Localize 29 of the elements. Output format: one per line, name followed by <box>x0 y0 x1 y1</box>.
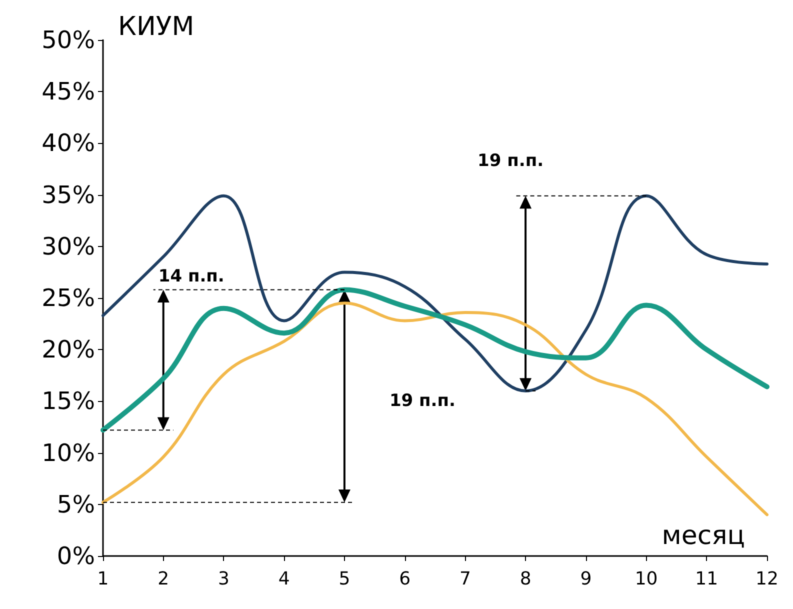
x-tick-label: 7 <box>459 568 471 590</box>
y-axis-title: КИУМ <box>118 12 194 42</box>
y-tick-label: 40% <box>42 129 95 158</box>
y-tick-label: 35% <box>42 180 95 209</box>
annotation: 19 п.п. <box>478 150 544 171</box>
x-tick-label: 5 <box>338 568 350 590</box>
x-tick-label: 9 <box>580 568 592 590</box>
x-tick-label: 12 <box>756 568 778 590</box>
y-tick-label: 15% <box>42 387 95 416</box>
y-tick-label: 0% <box>56 542 95 570</box>
y-tick-label: 5% <box>56 490 95 518</box>
annotation: 14 п.п. <box>158 266 224 287</box>
x-tick-label: 1 <box>97 568 109 590</box>
y-tick-label: 45% <box>42 78 95 106</box>
x-tick-label: 2 <box>158 568 170 590</box>
y-tick-label: 10% <box>42 438 95 467</box>
y-tick-label: 25% <box>42 284 95 312</box>
x-tick-label: 4 <box>278 568 290 590</box>
x-axis-title: месяц <box>662 521 746 551</box>
y-tick-label: 30% <box>42 232 95 260</box>
x-tick-label: 3 <box>218 568 230 590</box>
x-tick-label: 11 <box>695 568 718 590</box>
y-tick-label: 20% <box>42 336 95 364</box>
x-tick-label: 8 <box>520 568 532 590</box>
line-series <box>102 194 768 392</box>
x-tick-label: 6 <box>399 568 411 590</box>
x-tick-label: 10 <box>634 568 658 590</box>
annotation: 19 п.п. <box>389 391 456 412</box>
y-tick-label: 50% <box>42 26 95 54</box>
